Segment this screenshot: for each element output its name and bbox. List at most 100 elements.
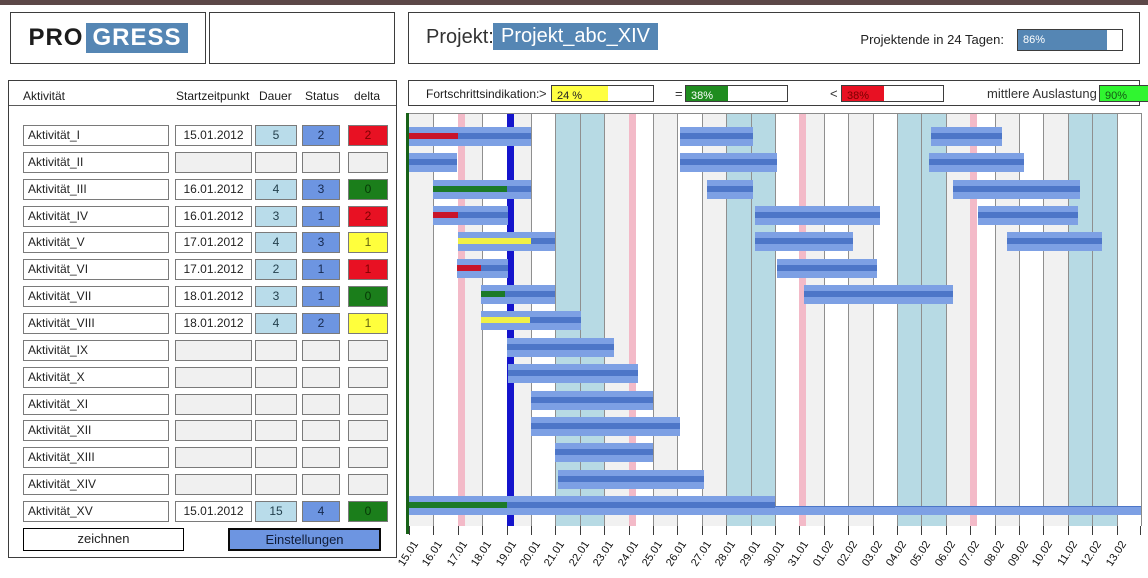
gantt-bar[interactable] bbox=[531, 390, 653, 410]
activity-name-field[interactable]: Aktivität_X bbox=[23, 366, 169, 388]
activity-name-field[interactable]: Aktivität_VI bbox=[23, 259, 169, 281]
project-name-field[interactable]: Projekt_abc_XIV bbox=[493, 23, 658, 50]
gantt-bar[interactable] bbox=[953, 179, 1080, 199]
day-grid-line bbox=[775, 114, 776, 526]
start-date-field[interactable]: 17.01.2012 bbox=[175, 232, 252, 254]
axis-tick bbox=[701, 526, 703, 535]
day-band bbox=[1043, 114, 1068, 526]
day-band bbox=[653, 114, 678, 526]
gantt-bar[interactable] bbox=[457, 232, 556, 252]
gantt-bar[interactable] bbox=[679, 127, 754, 146]
delta-cell: 2 bbox=[348, 125, 388, 146]
delta-cell bbox=[348, 447, 388, 469]
gantt-bar[interactable] bbox=[977, 206, 1078, 226]
gantt-bar[interactable] bbox=[531, 416, 680, 436]
indicator-bar-ahead: 24 % bbox=[551, 85, 654, 102]
activity-name-field[interactable]: Aktivität_VIII bbox=[23, 312, 169, 334]
status-cell bbox=[302, 420, 340, 442]
day-grid-line bbox=[1019, 114, 1020, 526]
activity-name-field[interactable]: Aktivität_XI bbox=[23, 393, 169, 415]
activity-name-field[interactable]: Aktivität_IV bbox=[23, 205, 169, 227]
column-header-aktivitaet: Aktivität bbox=[23, 89, 66, 103]
start-date-field[interactable]: 15.01.2012 bbox=[175, 125, 252, 146]
axis-tick bbox=[628, 526, 630, 535]
logo-text-gress: GRESS bbox=[86, 23, 188, 53]
gantt-bar[interactable] bbox=[679, 153, 778, 173]
day-grid-line bbox=[653, 114, 654, 526]
gantt-bar[interactable] bbox=[433, 179, 531, 199]
activity-name-field[interactable]: Aktivität_XIV bbox=[23, 474, 169, 496]
auslastung-value: 90% bbox=[1105, 90, 1128, 102]
gantt-bar[interactable] bbox=[480, 311, 581, 331]
activity-name-field[interactable]: Aktivität_XIII bbox=[23, 447, 169, 469]
gantt-bar[interactable] bbox=[409, 495, 775, 515]
start-date-field[interactable]: 18.01.2012 bbox=[175, 312, 252, 334]
gantt-chart: 15.01 16.01 17.01 18.01 19.01 20.01 21.01 22.01… bbox=[396, 113, 1142, 575]
gantt-bar-progress bbox=[480, 291, 506, 298]
start-date-field[interactable] bbox=[175, 339, 252, 361]
start-date-field[interactable] bbox=[175, 474, 252, 496]
logo-box: PRO GRESS bbox=[10, 12, 206, 64]
dauer-cell bbox=[255, 420, 297, 442]
gantt-bar-progress bbox=[433, 212, 458, 219]
start-date-field[interactable] bbox=[175, 447, 252, 469]
status-cell: 3 bbox=[302, 178, 340, 200]
progress-indicator-strip: Fortschrittsindikation: > 24 % = 38% < 3… bbox=[408, 80, 1148, 106]
gantt-bar[interactable] bbox=[804, 285, 954, 305]
gantt-bar[interactable] bbox=[557, 469, 705, 489]
activity-name-field[interactable]: Aktivität_XII bbox=[23, 420, 169, 442]
start-date-field[interactable]: 16.01.2012 bbox=[175, 178, 252, 200]
axis-tick bbox=[506, 526, 508, 535]
gantt-bar[interactable] bbox=[706, 179, 754, 199]
dauer-cell bbox=[255, 151, 297, 173]
start-date-field[interactable]: 15.01.2012 bbox=[175, 500, 252, 522]
day-band bbox=[579, 114, 605, 526]
axis-tick bbox=[897, 526, 898, 535]
activity-name-field[interactable]: Aktivität_VII bbox=[23, 286, 169, 308]
status-cell: 1 bbox=[302, 286, 340, 308]
gantt-bar[interactable] bbox=[507, 364, 639, 384]
gantt-bar[interactable] bbox=[1006, 232, 1102, 252]
activity-name-field[interactable]: Aktivität_I bbox=[23, 125, 169, 146]
start-date-field[interactable]: 18.01.2012 bbox=[175, 286, 252, 308]
start-date-field[interactable] bbox=[175, 420, 252, 442]
start-date-field[interactable] bbox=[175, 366, 252, 388]
start-date-field[interactable]: 17.01.2012 bbox=[175, 259, 252, 281]
indicator-value-ontrack: 38% bbox=[691, 90, 714, 102]
gantt-bar[interactable] bbox=[506, 337, 614, 357]
start-date-field[interactable] bbox=[175, 393, 252, 415]
start-date-field[interactable] bbox=[175, 151, 252, 173]
gantt-bar[interactable] bbox=[456, 258, 508, 278]
gantt-bar[interactable] bbox=[409, 127, 531, 146]
indicator-bar-ontrack: 38% bbox=[685, 85, 788, 102]
axis-tick bbox=[750, 526, 752, 535]
gantt-bar[interactable] bbox=[433, 206, 508, 226]
start-date-field[interactable]: 16.01.2012 bbox=[175, 205, 252, 227]
activity-name-field[interactable]: Aktivität_IX bbox=[23, 339, 169, 361]
gantt-bar[interactable] bbox=[777, 258, 878, 278]
activity-name-field[interactable]: Aktivität_XV bbox=[23, 500, 169, 522]
activity-name-field[interactable]: Aktivität_III bbox=[23, 178, 169, 200]
activity-name-field[interactable]: Aktivität_V bbox=[23, 232, 169, 254]
gantt-bar[interactable] bbox=[755, 232, 854, 252]
gantt-bar[interactable] bbox=[931, 127, 1002, 146]
indicator-value-ahead: 24 % bbox=[557, 90, 583, 102]
draw-button[interactable]: zeichnen bbox=[23, 528, 184, 551]
axis-tick bbox=[1092, 526, 1094, 535]
gantt-bar[interactable] bbox=[755, 206, 880, 226]
project-header-box: Projekt: Projekt_abc_XIV Projektende in … bbox=[408, 12, 1140, 64]
gantt-bar-progress bbox=[480, 317, 530, 324]
axis-tick bbox=[604, 526, 606, 535]
activity-name-field[interactable]: Aktivität_II bbox=[23, 151, 169, 173]
gantt-bar[interactable] bbox=[555, 443, 653, 463]
gantt-bar[interactable] bbox=[480, 285, 556, 305]
gantt-bar[interactable] bbox=[928, 153, 1024, 173]
auslastung-fill bbox=[1100, 86, 1148, 101]
axis-tick bbox=[531, 526, 532, 535]
delta-cell: 1 bbox=[348, 259, 388, 281]
day-grid-line bbox=[1116, 114, 1118, 526]
axis-tick bbox=[848, 526, 850, 535]
gantt-bar[interactable] bbox=[409, 153, 457, 173]
settings-button[interactable]: Einstellungen bbox=[228, 528, 381, 551]
